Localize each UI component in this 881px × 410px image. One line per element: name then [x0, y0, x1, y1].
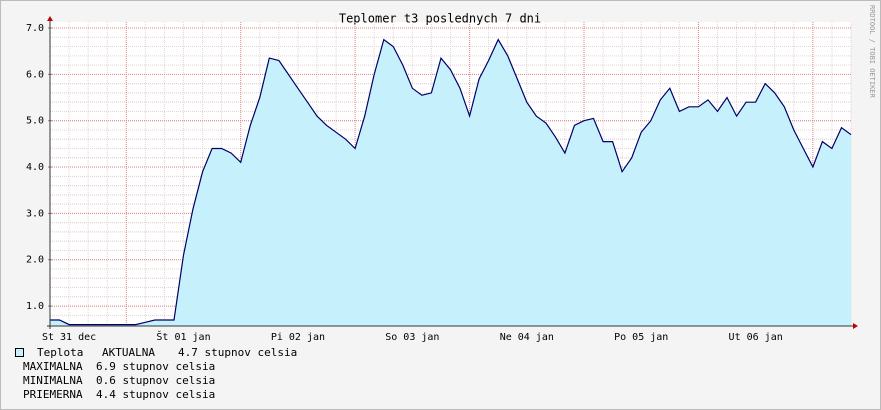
y-tick-label: 5.0: [26, 116, 44, 127]
legend-label: Teplota: [37, 346, 83, 359]
x-tick-label: Pi 02 jan: [271, 332, 325, 343]
legend-stat-label: MAXIMALNA: [23, 360, 83, 373]
axes: 1.0 2.0 3.0 4.0 5.0 6.0 7.0 St 31 dec Št 01 jan P…: [26, 16, 858, 343]
x-tick-label: St 31 dec: [42, 332, 96, 343]
x-tick-label: So 03 jan: [385, 332, 439, 343]
legend-stat-label: MINIMALNA: [23, 374, 83, 387]
legend-swatch: [15, 348, 24, 357]
y-tick-label: 7.0: [26, 23, 44, 34]
legend-stat-label: PRIEMERNA: [23, 388, 83, 401]
marks: [50, 38, 852, 326]
legend-stat-value: 4.7 stupnov celsia: [178, 346, 297, 359]
x-arrow: [853, 323, 858, 329]
x-tick-label: Po 05 jan: [614, 332, 668, 343]
watermark: RRDTOOL / TOBI OETIKER: [868, 5, 876, 99]
y-tick-label: 1.0: [26, 301, 44, 312]
y-arrow: [47, 16, 53, 21]
x-tick-label: Št 01 jan: [156, 330, 210, 343]
legend-stat-label: AKTUALNA: [102, 346, 155, 359]
legend-stat-value: 6.9 stupnov celsia: [96, 360, 215, 373]
chart-title: Teplomer t3 poslednych 7 dni: [339, 12, 541, 26]
y-tick-label: 2.0: [26, 255, 44, 266]
y-tick-label: 6.0: [26, 69, 44, 80]
area: [50, 39, 851, 326]
legend-stat-value: 4.4 stupnov celsia: [96, 388, 215, 401]
line: [50, 38, 852, 326]
y-tick-label: 4.0: [26, 162, 44, 173]
x-tick-label: Ut 06 jan: [729, 332, 783, 343]
y-tick-label: 3.0: [26, 208, 44, 219]
x-tick-label: Ne 04 jan: [500, 332, 554, 343]
legend-stat-value: 0.6 stupnov celsia: [96, 374, 215, 387]
